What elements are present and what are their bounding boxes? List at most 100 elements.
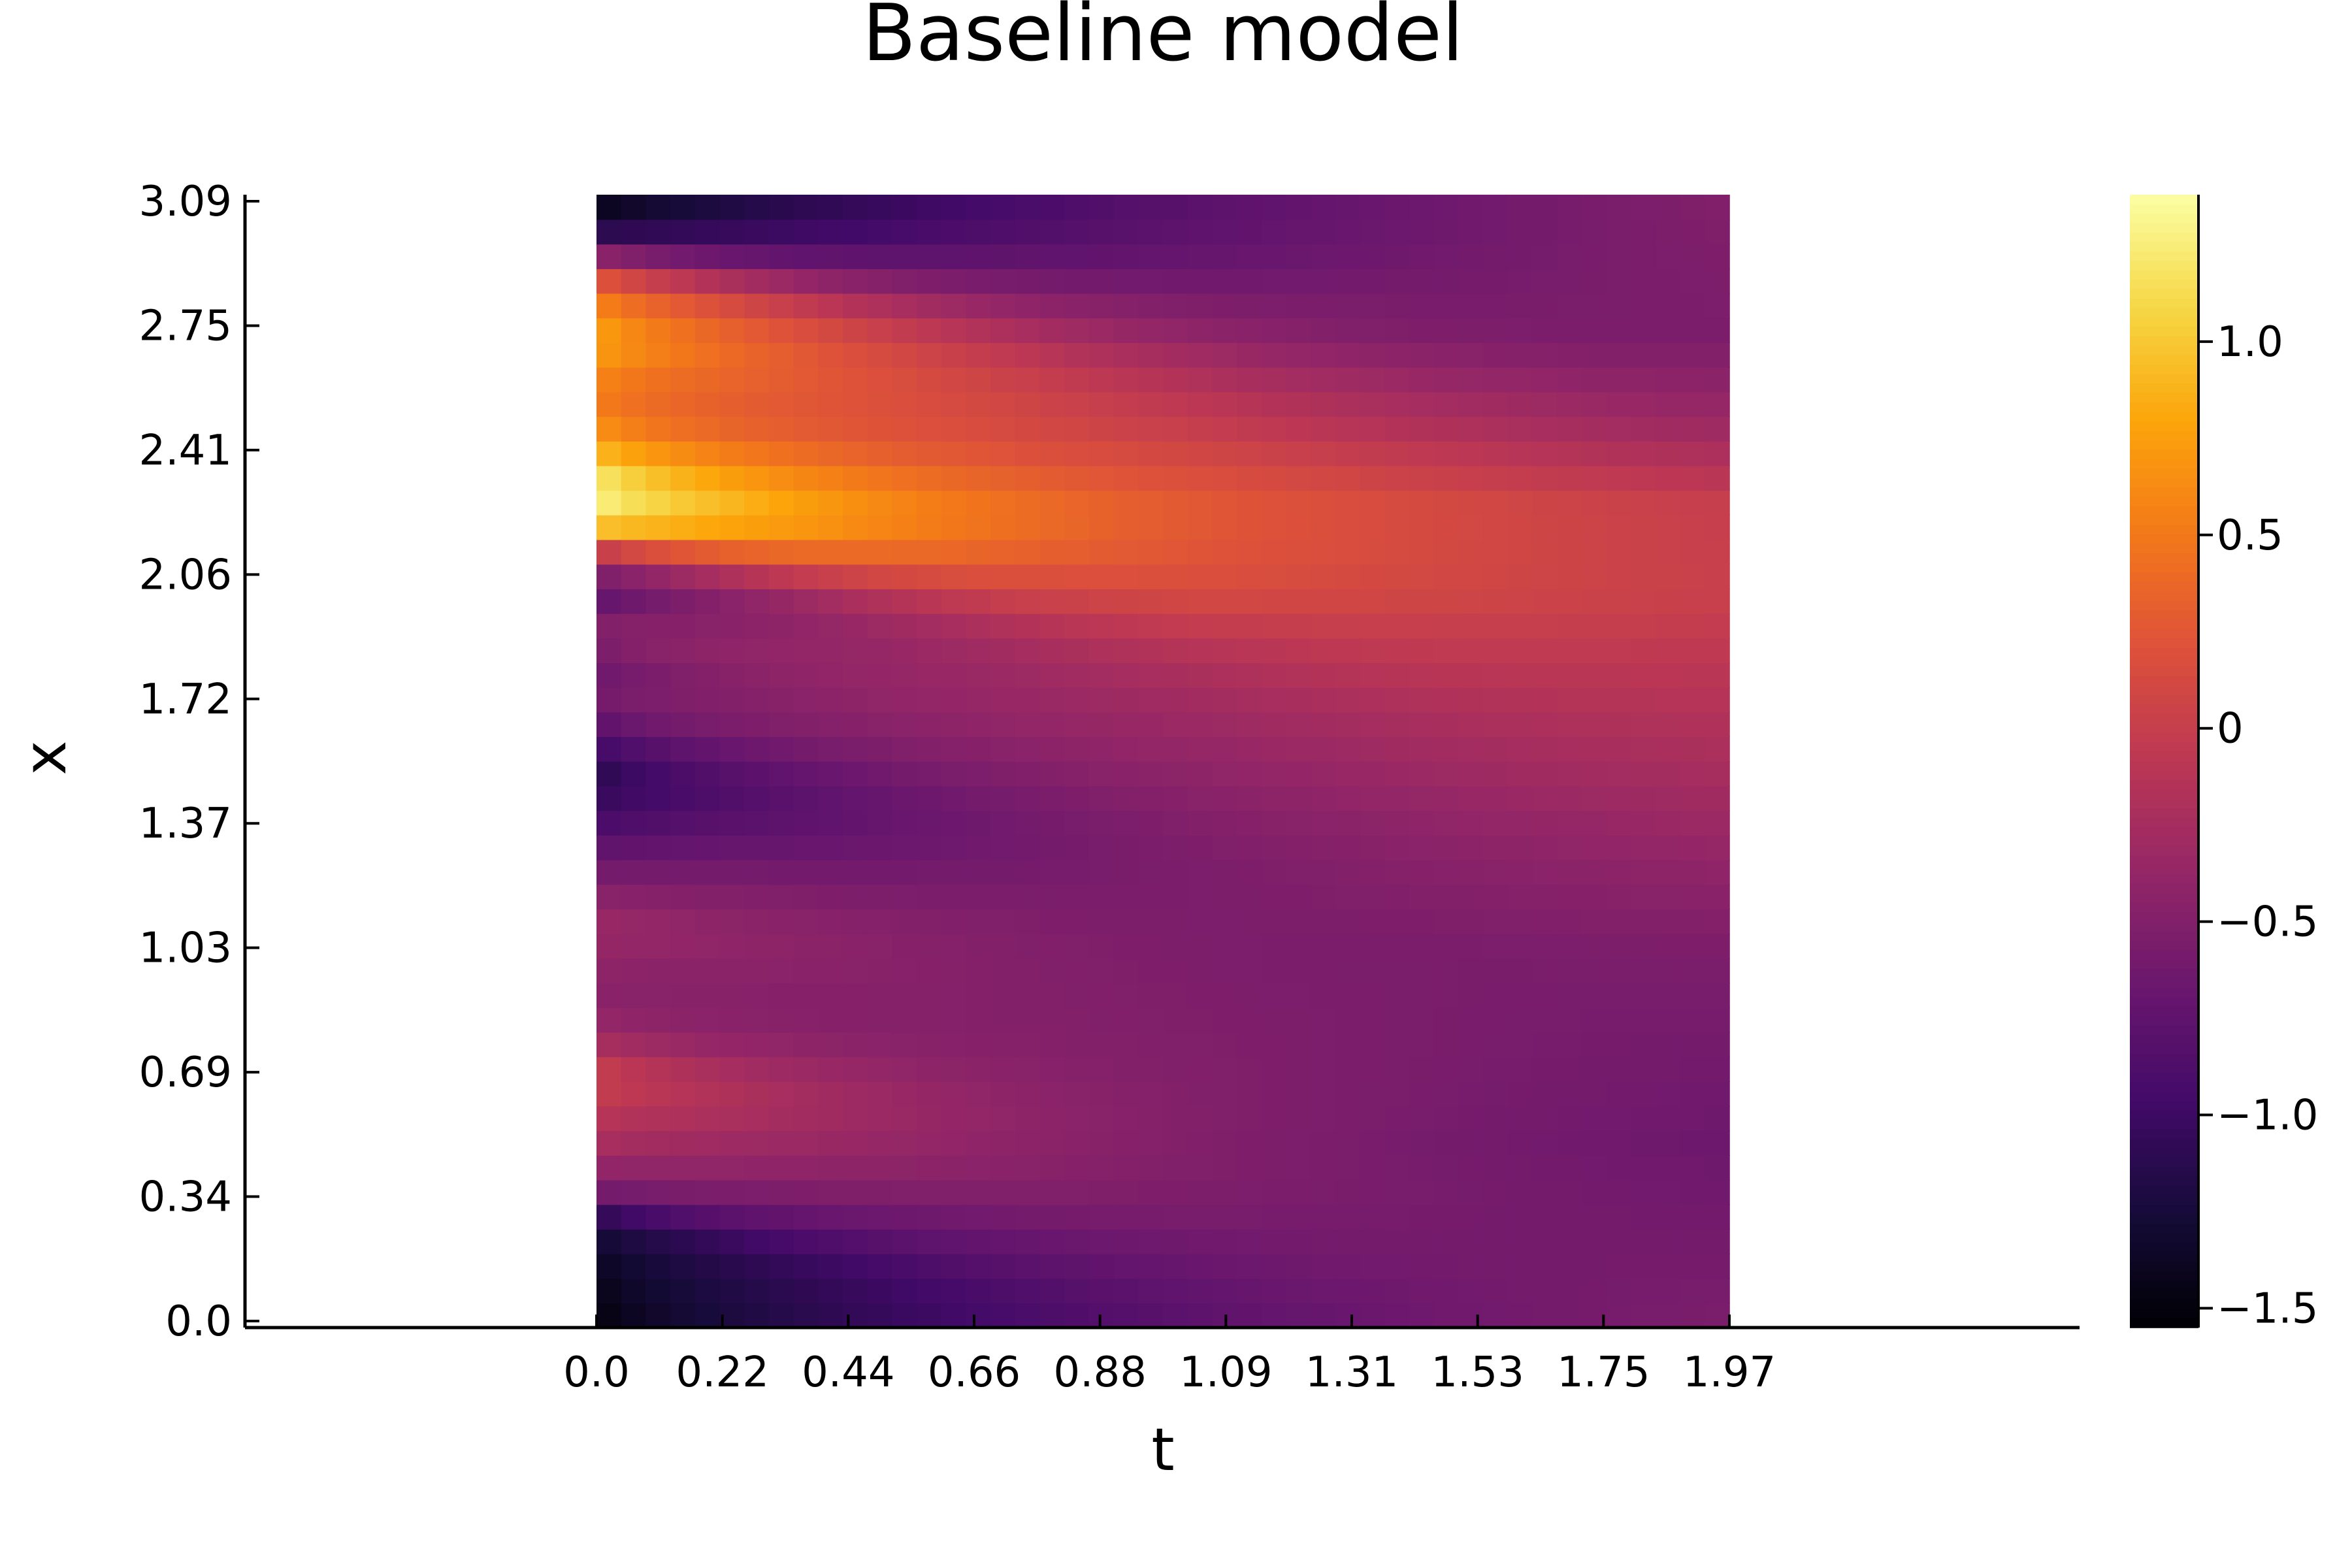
heatmap-cell [768, 810, 794, 836]
heatmap-cell [1483, 736, 1509, 762]
heatmap-cell [892, 1130, 917, 1156]
heatmap-cell [1163, 342, 1188, 368]
heatmap-cell [670, 1303, 696, 1328]
heatmap-cell [1557, 244, 1582, 269]
colorbar-swatch [2130, 827, 2198, 838]
colorbar-swatch [2130, 468, 2198, 479]
heatmap-cell [966, 391, 991, 417]
x-axis-label: t [1151, 1416, 1174, 1484]
heatmap-cell [1631, 367, 1656, 393]
heatmap-cell [1532, 859, 1558, 885]
heatmap-cell [966, 1303, 991, 1328]
colorbar-swatch [2130, 987, 2198, 998]
heatmap-cell [744, 367, 770, 393]
heatmap-cell [670, 416, 696, 442]
heatmap-cell [917, 810, 942, 836]
heatmap-cell [596, 219, 622, 245]
heatmap-cell [1311, 342, 1336, 368]
heatmap-cell [990, 736, 1016, 762]
colorbar-swatch [2130, 365, 2198, 375]
heatmap-cell [1163, 564, 1188, 589]
heatmap-cell [1187, 465, 1213, 491]
heatmap-cell [1409, 465, 1435, 491]
heatmap-cell [1212, 1278, 1237, 1304]
heatmap-cell [596, 318, 622, 343]
heatmap-cell [1212, 1155, 1237, 1181]
heatmap-cell [917, 711, 942, 738]
heatmap-cell [1433, 490, 1460, 515]
heatmap-cell [596, 416, 622, 442]
heatmap-cell [917, 367, 942, 393]
colorbar-swatch [2130, 1157, 2198, 1168]
heatmap-cell [1631, 687, 1656, 713]
heatmap-cell [1212, 244, 1237, 269]
heatmap-cell [645, 687, 671, 713]
colorbar-swatch [2130, 1139, 2198, 1149]
heatmap-cell [818, 564, 843, 589]
heatmap-cell [1655, 342, 1681, 368]
heatmap-cell [793, 1229, 819, 1254]
heatmap-cell [1705, 662, 1730, 688]
heatmap-cell [1557, 933, 1582, 959]
heatmap-cell [1064, 391, 1090, 417]
heatmap-cell [867, 687, 893, 713]
heatmap-cell [694, 1155, 721, 1181]
heatmap-cell [1655, 1130, 1681, 1156]
colorbar-swatch [2130, 798, 2198, 809]
heatmap-cell [1532, 342, 1558, 368]
heatmap-cell [1286, 859, 1311, 885]
heatmap-cell [990, 933, 1016, 959]
heatmap-cell [1606, 1204, 1632, 1230]
heatmap-cell [1655, 1155, 1681, 1181]
heatmap-cell [842, 1032, 868, 1058]
colorbar-swatch [2130, 1101, 2198, 1111]
heatmap-cell [917, 933, 942, 959]
heatmap-cell [719, 416, 745, 442]
heatmap-cell [867, 589, 893, 614]
heatmap-cell [768, 933, 794, 959]
heatmap-cell [1261, 318, 1287, 343]
heatmap-cell [768, 1081, 794, 1107]
heatmap-cell [1286, 884, 1311, 909]
heatmap-cell [744, 1229, 770, 1254]
colorbar-swatch [2130, 384, 2198, 394]
heatmap-cell [1212, 1007, 1237, 1033]
heatmap-cell [1335, 1130, 1361, 1156]
heatmap-cell [1360, 909, 1386, 934]
heatmap-cell [1655, 1278, 1681, 1304]
heatmap-cell [1113, 1056, 1139, 1082]
heatmap-cell [1113, 785, 1139, 811]
heatmap-cell [1532, 613, 1558, 639]
heatmap-cell [1261, 761, 1287, 787]
heatmap-cell [842, 859, 868, 885]
heatmap-cell [1286, 1032, 1311, 1058]
heatmap-cell [1360, 1253, 1386, 1279]
heatmap-cell [1187, 1032, 1213, 1058]
heatmap-cell [1360, 1130, 1386, 1156]
heatmap-cell [966, 1179, 991, 1205]
heatmap-cell [1187, 1278, 1213, 1304]
heatmap-cell [1532, 785, 1558, 811]
heatmap-cell [768, 958, 794, 984]
heatmap-cell [793, 1204, 819, 1230]
heatmap-cell [1433, 933, 1460, 959]
heatmap-cell [842, 1155, 868, 1181]
heatmap-cell [1581, 884, 1607, 909]
heatmap-cell [1557, 835, 1582, 860]
heatmap-cell [719, 1056, 745, 1082]
heatmap-cell [1335, 958, 1361, 984]
heatmap-cell [867, 1056, 893, 1082]
heatmap-cell [1088, 933, 1115, 959]
heatmap-cell [1212, 490, 1237, 515]
heatmap-cell [990, 1204, 1016, 1230]
heatmap-cell [1433, 1032, 1460, 1058]
heatmap-cell [941, 662, 967, 688]
heatmap-cell [1409, 662, 1435, 688]
heatmap-cell [818, 219, 843, 245]
heatmap-cell [1433, 1056, 1460, 1082]
heatmap-cell [818, 1081, 843, 1107]
heatmap-cell [1088, 1032, 1115, 1058]
heatmap-cell [1581, 909, 1607, 934]
heatmap-cell [1163, 244, 1188, 269]
colorbar-swatch [2130, 459, 2198, 469]
